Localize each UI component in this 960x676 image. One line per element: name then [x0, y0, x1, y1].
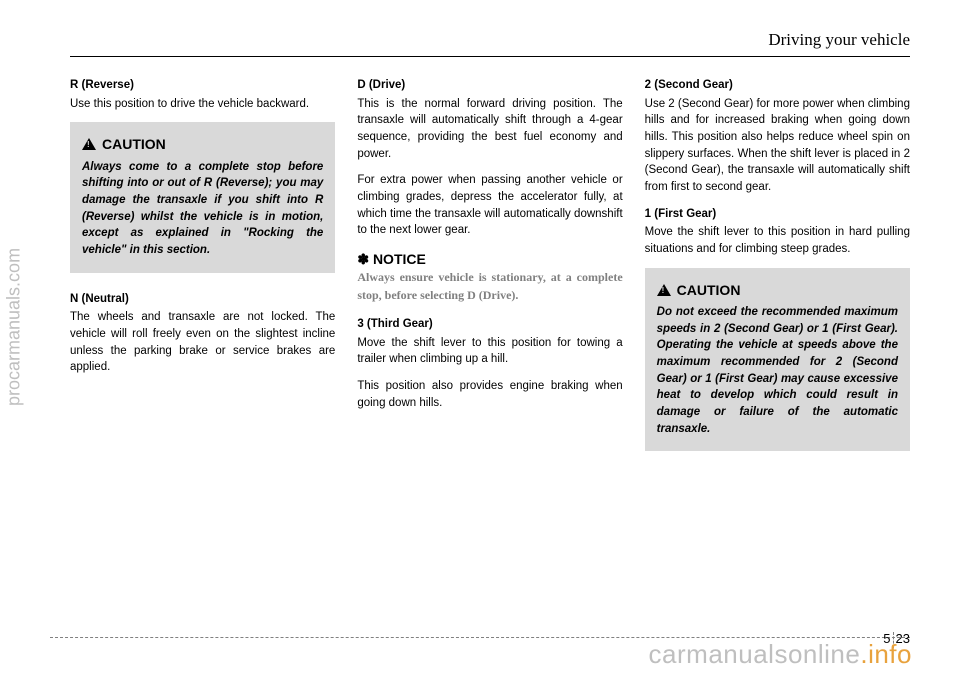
reverse-text: Use this position to drive the vehicle b… — [70, 96, 335, 113]
watermark-domain: carmanualsonline — [649, 639, 861, 669]
caution-box-2: CAUTION Do not exceed the recommended ma… — [645, 268, 910, 452]
first-title: 1 (First Gear) — [645, 206, 910, 223]
third-p1: Move the shift lever to this position fo… — [357, 335, 622, 368]
second-text: Use 2 (Second Gear) for more power when … — [645, 96, 910, 196]
content-columns: R (Reverse) Use this position to drive t… — [70, 77, 910, 469]
warning-triangle-icon — [657, 284, 671, 296]
section-title: Driving your vehicle — [768, 30, 910, 49]
caution-box-1: CAUTION Always come to a complete stop b… — [70, 122, 335, 272]
column-1: R (Reverse) Use this position to drive t… — [70, 77, 335, 469]
drive-title: D (Drive) — [357, 77, 622, 94]
column-3: 2 (Second Gear) Use 2 (Second Gear) for … — [645, 77, 910, 469]
first-text: Move the shift lever to this position in… — [645, 224, 910, 257]
footer-divider — [50, 637, 910, 638]
column-2: D (Drive) This is the normal forward dri… — [357, 77, 622, 469]
caution-label: CAUTION — [102, 134, 166, 154]
neutral-title: N (Neutral) — [70, 291, 335, 308]
warning-triangle-icon — [82, 138, 96, 150]
notice-body: Always ensure vehicle is stationary, at … — [357, 269, 622, 304]
third-title: 3 (Third Gear) — [357, 316, 622, 333]
page-header: Driving your vehicle — [70, 30, 910, 57]
reverse-title: R (Reverse) — [70, 77, 335, 94]
caution-label-2: CAUTION — [677, 280, 741, 300]
caution-header-2: CAUTION — [657, 280, 898, 300]
second-title: 2 (Second Gear) — [645, 77, 910, 94]
neutral-text: The wheels and transaxle are not locked.… — [70, 309, 335, 376]
notice-label: ✽ NOTICE — [357, 249, 622, 269]
watermark-tld: .info — [860, 639, 912, 669]
caution-body-2: Do not exceed the recommended maximum sp… — [657, 304, 898, 437]
drive-p2: For extra power when passing another veh… — [357, 172, 622, 239]
drive-p1: This is the normal forward driving posit… — [357, 96, 622, 163]
caution-body-1: Always come to a complete stop before sh… — [82, 159, 323, 259]
watermark-bottom: carmanualsonline.info — [649, 639, 912, 670]
page: Driving your vehicle R (Reverse) Use thi… — [0, 0, 960, 676]
caution-header: CAUTION — [82, 134, 323, 154]
third-p2: This position also provides engine braki… — [357, 378, 622, 411]
watermark-left: procarmanuals.com — [4, 248, 25, 406]
